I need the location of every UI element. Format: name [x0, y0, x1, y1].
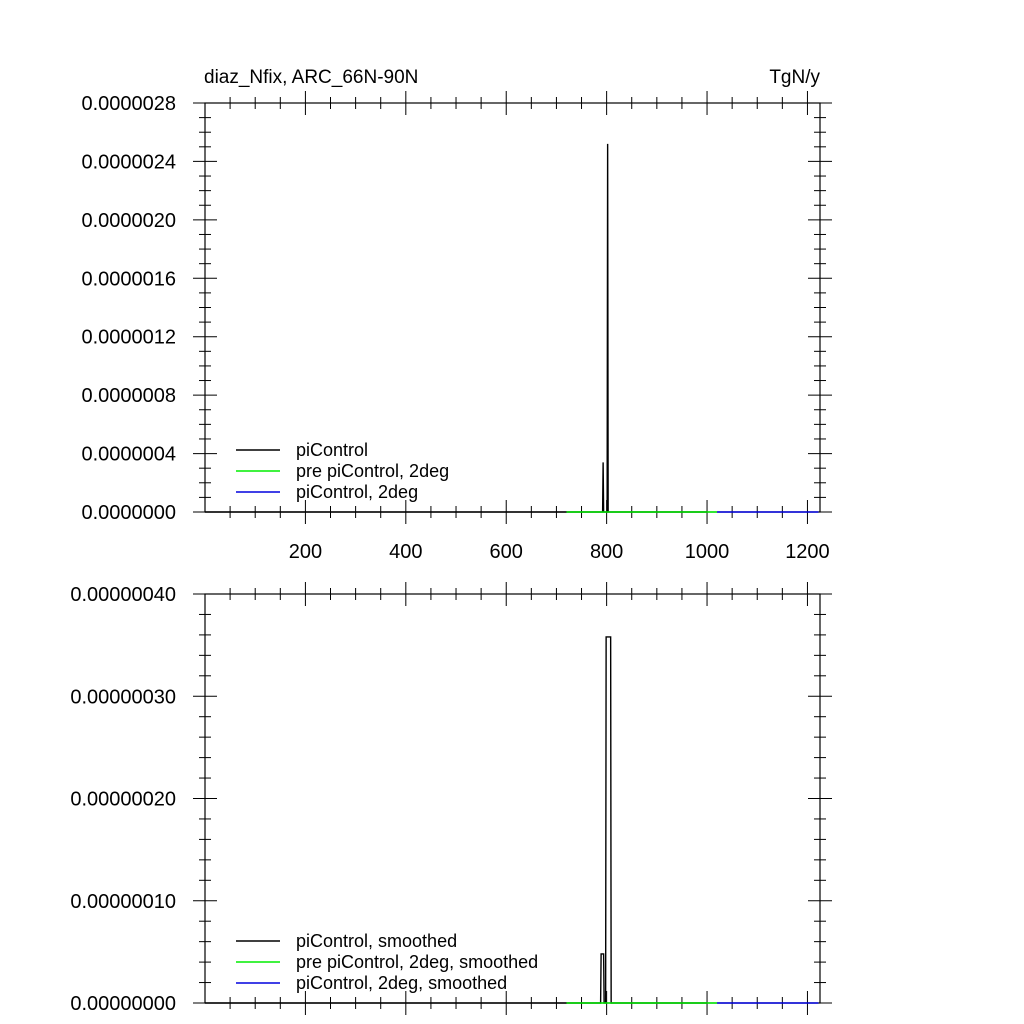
y-tick-label: 0.0000028	[81, 93, 176, 115]
legend-label: pre piControl, 2deg, smoothed	[296, 952, 538, 972]
y-tick-label: 0.0000008	[81, 385, 176, 407]
legend-label: pre piControl, 2deg	[296, 461, 449, 481]
y-tick-label: 0.0000012	[81, 327, 176, 349]
y-tick-label: 0.0000004	[81, 444, 176, 466]
legend-label: piControl, 2deg	[296, 482, 418, 502]
y-tick-label: 0.00000010	[70, 891, 176, 913]
y-tick-label: 0.00000040	[70, 584, 176, 606]
legend-label: piControl	[296, 440, 368, 460]
y-tick-label: 0.0000024	[81, 151, 176, 173]
y-tick-label: 0.00000000	[70, 993, 176, 1015]
x-tick-label: 800	[590, 541, 623, 563]
y-tick-label: 0.00000030	[70, 686, 176, 708]
y-tick-label: 0.0000016	[81, 268, 176, 290]
y-tick-label: 0.0000000	[81, 502, 176, 524]
x-tick-label: 1000	[685, 541, 730, 563]
top-panel: 200 400 600 800 1000 1200 0.0000000 0.0000004 0.…	[81, 91, 832, 563]
x-tick-label: 400	[389, 541, 422, 563]
x-tick-label: 200	[289, 541, 322, 563]
bottom-panel: 0.00000000 0.00000010 0.00000020 0.00000030…	[70, 582, 832, 1015]
y-tick-label: 0.0000020	[81, 210, 176, 232]
legend-label: piControl, 2deg, smoothed	[296, 973, 507, 993]
chart-units-label: TgN/y	[769, 67, 820, 88]
legend-label: piControl, smoothed	[296, 931, 457, 951]
chart-title: diaz_Nfix, ARC_66N-90N	[204, 67, 418, 88]
series-line-picontrol	[205, 143, 708, 513]
x-tick-label: 1200	[785, 541, 830, 563]
x-tick-label: 600	[490, 541, 523, 563]
y-tick-label: 0.00000020	[70, 789, 176, 811]
